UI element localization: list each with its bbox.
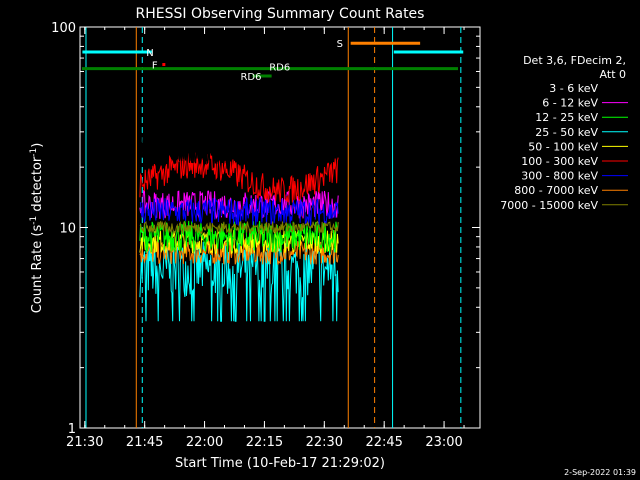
y-axis-label-end: ) xyxy=(30,143,45,148)
legend-label: 12 - 25 keV xyxy=(535,111,598,124)
series-line xyxy=(139,197,339,226)
series-line xyxy=(139,238,339,265)
legend-label: 25 - 50 keV xyxy=(535,126,598,139)
legend-header-1: Det 3,6, FDecim 2, xyxy=(523,54,626,67)
marker-label-n: N xyxy=(146,48,153,59)
x-tick-label: 23:00 xyxy=(425,435,462,450)
series-line-3-6kev xyxy=(139,130,339,165)
marker-label-f: F xyxy=(152,61,158,72)
y-axis-label-sup2: -1 xyxy=(29,148,39,157)
x-tick-label: 21:30 xyxy=(66,435,103,450)
timestamp-stamp: 2-Sep-2022 01:39 xyxy=(564,468,636,477)
legend-label: 100 - 300 keV xyxy=(521,155,598,168)
annotation-rd6: RD6 xyxy=(269,63,290,74)
marker-label-s: S xyxy=(337,39,343,50)
x-tick-label: 22:15 xyxy=(246,435,283,450)
x-tick-label: 21:45 xyxy=(126,435,163,450)
y-axis-label-main: Count Rate (s xyxy=(30,225,45,314)
y-axis-label: Count Rate (s-1 detector-1) xyxy=(29,143,45,314)
legend-header-2: Att 0 xyxy=(600,68,626,81)
x-tick-label: 22:30 xyxy=(306,435,343,450)
x-axis-label: Start Time (10-Feb-17 21:29:02) xyxy=(175,456,385,471)
y-tick-label: 10 xyxy=(59,222,76,237)
series-line xyxy=(139,151,339,203)
legend-label: 300 - 800 keV xyxy=(521,170,598,183)
y-axis-label-mid: detector xyxy=(30,156,45,216)
legend-label: 50 - 100 keV xyxy=(528,140,598,153)
series-line xyxy=(139,220,339,235)
y-axis-label-sup1: -1 xyxy=(29,216,39,225)
attenuator-markers: NF S RD6 RD6 xyxy=(82,39,464,83)
flare-dot xyxy=(162,63,166,67)
x-tick-label: 22:45 xyxy=(365,435,402,450)
series-layer xyxy=(139,130,339,322)
y-tick-label: 100 xyxy=(51,21,76,36)
interval-guides xyxy=(85,27,462,428)
x-tick-label: 22:00 xyxy=(186,435,223,450)
legend-label: 6 - 12 keV xyxy=(542,97,598,110)
chart-title: RHESSI Observing Summary Count Rates xyxy=(136,6,425,22)
legend-label: 800 - 7000 keV xyxy=(514,184,598,197)
legend-label: 3 - 6 keV xyxy=(549,82,598,95)
annotation-rd6: RD6 xyxy=(240,72,261,83)
series-line xyxy=(139,241,339,322)
y-tick-label: 1 xyxy=(68,422,76,437)
legend-label: 7000 - 15000 keV xyxy=(500,199,598,212)
legend: Det 3,6, FDecim 2, Att 0 3 - 6 keV 6 - 12… xyxy=(500,54,628,212)
axis-ticks: 21:30 21:45 22:00 22:15 22:30 22:45 23:00 1 10 10… xyxy=(51,21,480,450)
